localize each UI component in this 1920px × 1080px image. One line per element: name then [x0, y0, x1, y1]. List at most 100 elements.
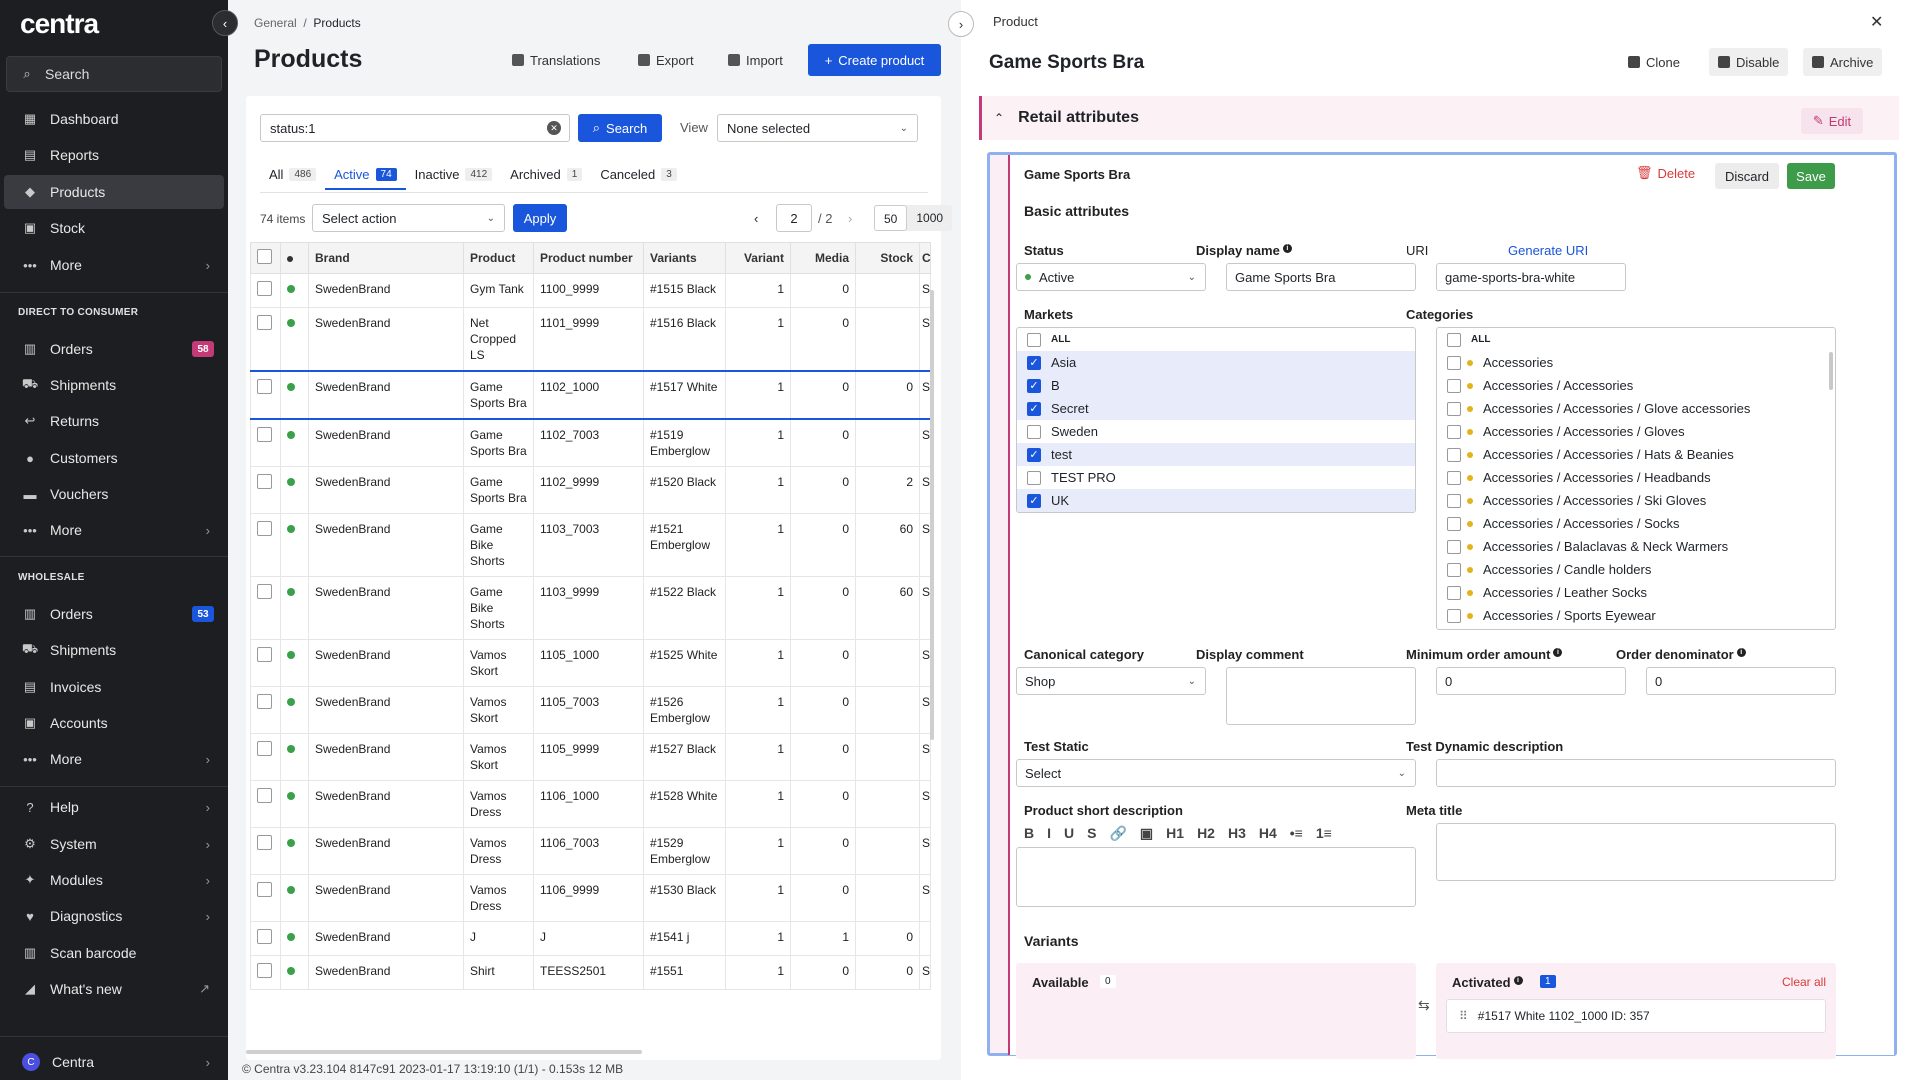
breadcrumb-parent[interactable]: General [254, 16, 297, 30]
per-page-1000[interactable]: 1000 [916, 211, 944, 225]
sidebar-item-modules[interactable]: ✦ Modules › [4, 863, 224, 897]
checkbox[interactable] [1447, 401, 1461, 416]
numbered-list-icon[interactable]: 1≡ [1315, 825, 1332, 841]
sidebar-item-scan-barcode[interactable]: ▥ Scan barcode [4, 936, 224, 970]
sidebar-item-invoices[interactable]: ▤ Invoices [4, 670, 224, 704]
checkbox[interactable] [1447, 539, 1461, 554]
market-item[interactable]: ✓ test [1017, 443, 1415, 466]
product-cell[interactable]: Vamos Dress [463, 827, 534, 875]
sidebar-item-stock[interactable]: ▣ Stock [4, 211, 224, 245]
row-select-cell[interactable] [250, 874, 281, 922]
info-icon[interactable]: i [1736, 647, 1746, 657]
vertical-scrollbar[interactable] [930, 290, 934, 740]
short-description-editor[interactable] [1016, 847, 1416, 907]
category-item[interactable]: Accessories / Accessories [1437, 374, 1835, 397]
sidebar-item-system[interactable]: ⚙ System › [4, 827, 224, 861]
row-checkbox[interactable] [257, 379, 272, 394]
bullet-list-icon[interactable]: •≡ [1289, 825, 1303, 841]
row-checkbox[interactable] [257, 741, 272, 756]
tab-archived[interactable]: Archived 1 [501, 160, 591, 190]
market-item[interactable]: ✓ Asia [1017, 351, 1415, 374]
row-checkbox[interactable] [257, 963, 272, 978]
display-comment-textarea[interactable] [1226, 667, 1416, 725]
uri-input[interactable]: game-sports-bra-white [1436, 263, 1626, 291]
horizontal-scrollbar[interactable] [246, 1050, 642, 1054]
row-select-cell[interactable] [250, 639, 281, 687]
checkbox[interactable] [1447, 585, 1461, 600]
sidebar-item-products[interactable]: ◆ Products [4, 175, 224, 209]
view-select[interactable]: None selected ⌄ [717, 114, 918, 142]
clear-search-icon[interactable]: ✕ [547, 121, 561, 135]
display-name-input[interactable]: Game Sports Bra [1226, 263, 1416, 291]
retail-attributes-section[interactable]: ⌃ Retail attributes [979, 96, 1899, 140]
row-checkbox[interactable] [257, 474, 272, 489]
row-checkbox[interactable] [257, 835, 272, 850]
disable-button[interactable]: Disable [1709, 48, 1789, 76]
sidebar-item-more[interactable]: ••• More › [4, 742, 224, 776]
category-item[interactable]: Accessories / Accessories / Hats & Beani… [1437, 443, 1835, 466]
row-select-cell[interactable] [250, 921, 281, 956]
create-product-button[interactable]: + Create product [808, 44, 941, 76]
sidebar-item-help[interactable]: ? Help › [4, 790, 224, 824]
heading3-icon[interactable]: H3 [1227, 825, 1246, 841]
table-row[interactable]: SwedenBrand Vamos Dress 1106_9999 #1530 Bla… [250, 874, 931, 922]
tab-all[interactable]: All 486 [260, 160, 325, 190]
category-item[interactable]: Accessories / Leather Socks [1437, 581, 1835, 604]
product-cell[interactable]: Game Sports Bra [463, 466, 534, 514]
categories-select-all[interactable]: ALL [1437, 328, 1835, 351]
market-item[interactable]: TEST PRO [1017, 466, 1415, 489]
table-row[interactable]: SwedenBrand Vamos Skort 1105_7003 #1526 Emb… [250, 686, 931, 734]
column-header[interactable]: Media [790, 242, 856, 274]
market-item[interactable]: ✓ B [1017, 374, 1415, 397]
product-cell[interactable]: Vamos Dress [463, 874, 534, 922]
info-icon[interactable]: i [1282, 243, 1292, 253]
product-cell[interactable]: Net Cropped LS [463, 307, 534, 372]
archive-button[interactable]: Archive [1803, 48, 1883, 76]
clear-all-link[interactable]: Clear all [1781, 975, 1826, 989]
checkbox[interactable] [1447, 470, 1461, 485]
table-row[interactable]: SwedenBrand Game Sports Bra 1102_7003 #1519… [250, 418, 931, 467]
checkbox[interactable] [1027, 424, 1041, 439]
expand-panel-button[interactable]: › [948, 11, 974, 37]
checkbox[interactable] [1447, 447, 1461, 462]
generate-uri-link[interactable]: Generate URI [1508, 243, 1589, 258]
table-row[interactable]: SwedenBrand Vamos Dress 1106_1000 #1528 Whi… [250, 780, 931, 828]
next-page-button[interactable]: › [848, 204, 852, 232]
row-select-cell[interactable] [250, 955, 281, 990]
apply-button[interactable]: Apply [513, 204, 567, 232]
info-icon[interactable]: i [1513, 975, 1523, 985]
row-checkbox[interactable] [257, 584, 272, 599]
row-checkbox[interactable] [257, 315, 272, 330]
test-static-select[interactable]: Select ⌄ [1016, 759, 1416, 787]
search-button[interactable]: ⌕ Search [578, 114, 662, 142]
category-item[interactable]: Accessories / Accessories / Socks [1437, 512, 1835, 535]
bold-icon[interactable]: B [1024, 825, 1035, 841]
row-select-cell[interactable] [250, 418, 281, 467]
sidebar-search[interactable]: ⌕ Search [6, 56, 222, 92]
row-select-cell[interactable] [250, 370, 281, 420]
table-row[interactable]: SwedenBrand Vamos Skort 1105_9999 #1527 Bla… [250, 733, 931, 781]
row-select-cell[interactable] [250, 307, 281, 372]
checkbox[interactable] [1447, 516, 1461, 531]
checkbox[interactable] [1447, 608, 1461, 623]
delete-button[interactable]: 🗑 Delete [1636, 165, 1695, 181]
heading2-icon[interactable]: H2 [1197, 825, 1215, 841]
info-icon[interactable]: i [1553, 647, 1563, 657]
row-checkbox[interactable] [257, 647, 272, 662]
tab-canceled[interactable]: Canceled 3 [591, 160, 686, 190]
drag-handle-icon[interactable]: ⠿ [1459, 1009, 1468, 1023]
product-cell[interactable]: Game Bike Shorts [463, 513, 534, 577]
categories-scrollbar[interactable] [1829, 352, 1833, 390]
table-row[interactable]: SwedenBrand Game Bike Shorts 1103_7003 #152… [250, 513, 931, 577]
column-header[interactable]: Variant [725, 242, 791, 274]
sidebar-item-diagnostics[interactable]: ♥ Diagnostics › [4, 899, 224, 933]
collapse-sidebar-button[interactable]: ‹ [212, 10, 238, 36]
sidebar-item-wholesale-shipments[interactable]: ⛟ Shipments [4, 633, 224, 667]
heading4-icon[interactable]: H4 [1258, 825, 1277, 841]
sidebar-item-dashboard[interactable]: ▦ Dashboard [4, 102, 224, 136]
row-checkbox[interactable] [257, 694, 272, 709]
markets-select-all[interactable]: ALL [1017, 328, 1415, 351]
close-icon[interactable]: ✕ [1870, 14, 1884, 31]
activated-variants-zone[interactable]: Activated i 1 Clear all ⠿ #1517 White 110… [1436, 963, 1836, 1059]
